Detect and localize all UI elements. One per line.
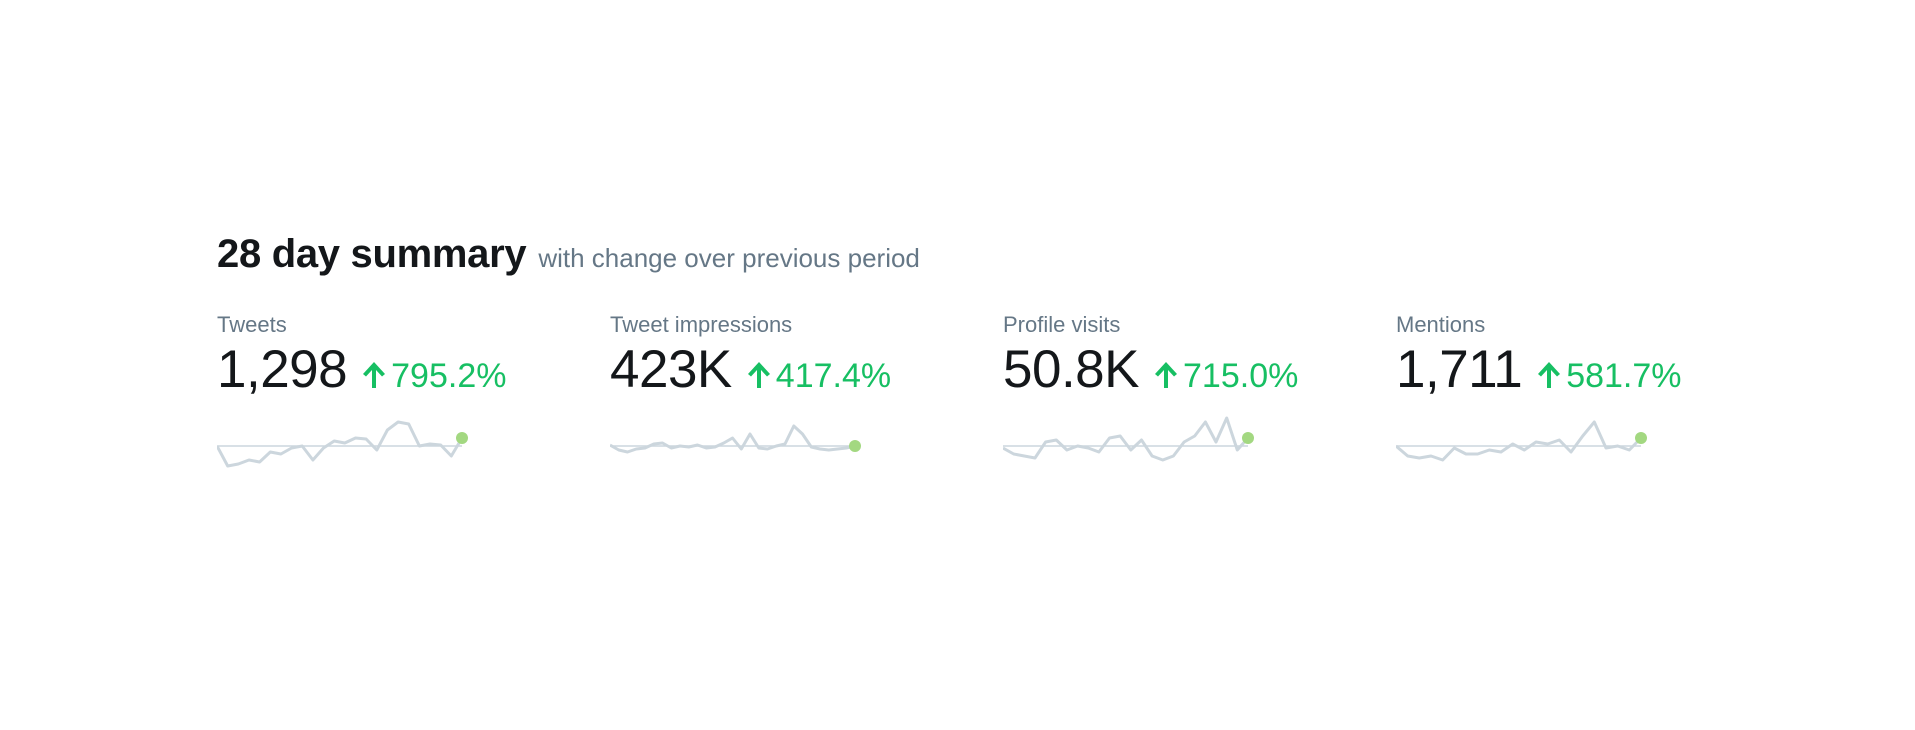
metric-value: 423K [610,340,732,399]
metric-change-value: 581.7% [1566,357,1682,395]
sparkline-end-dot [456,432,468,444]
metric-value: 50.8K [1003,340,1140,399]
metric-value: 1,711 [1396,340,1523,399]
sparkline-trend-line [1396,420,1643,462]
arrow-up-icon [1153,361,1179,389]
metric-profile-visits: Profile visits 50.8K 715.0% [1003,312,1373,492]
metric-label: Mentions [1396,312,1486,337]
metric-label: Tweets [217,312,287,337]
arrow-up-icon [746,361,772,389]
sparkline-end-dot [1635,432,1647,444]
metric-change: 795.2% [361,357,506,396]
metric-change-value: 417.4% [775,357,892,395]
metric-change: 417.4% [746,357,891,396]
metric-change: 581.7% [1536,357,1682,396]
summary-title: 28 day summary [217,232,527,276]
metric-change-value: 715.0% [1183,357,1299,395]
metric-change-value: 795.2% [391,357,507,395]
sparkline-profile-visits [1003,416,1254,462]
arrow-up-icon [361,361,387,389]
metric-tweets: Tweets 1,298 795.2% [217,312,587,492]
sparkline-trend-line [1003,416,1250,462]
sparkline-tweets [217,420,468,468]
metric-values: 1,298 795.2% [217,340,587,400]
metric-mentions: Mentions 1,711 581.7% [1396,312,1766,492]
summary-section: 28 day summary with change over previous… [217,232,1817,468]
arrow-up-icon [1536,361,1562,389]
metric-label: Tweet impressions [610,312,793,337]
metric-change: 715.0% [1153,357,1298,396]
metric-label: Profile visits [1003,312,1121,337]
sparkline-end-dot [849,440,861,452]
metric-value: 1,298 [217,340,348,399]
sparkline-mentions [1396,420,1647,462]
metrics-row: Tweets 1,298 795.2% Tweet impressions 42… [217,312,1817,512]
sparkline-trend-line [217,420,464,468]
sparkline-end-dot [1242,432,1254,444]
sparkline-tweet-impressions [610,424,861,454]
metric-values: 423K 417.4% [610,340,980,400]
metric-values: 50.8K 715.0% [1003,340,1373,400]
sparkline-trend-line [610,424,856,454]
summary-subtitle: with change over previous period [538,243,920,273]
metric-values: 1,711 581.7% [1396,340,1766,400]
metric-tweet-impressions: Tweet impressions 423K 417.4% [610,312,980,492]
summary-header: 28 day summary with change over previous… [217,232,1817,277]
